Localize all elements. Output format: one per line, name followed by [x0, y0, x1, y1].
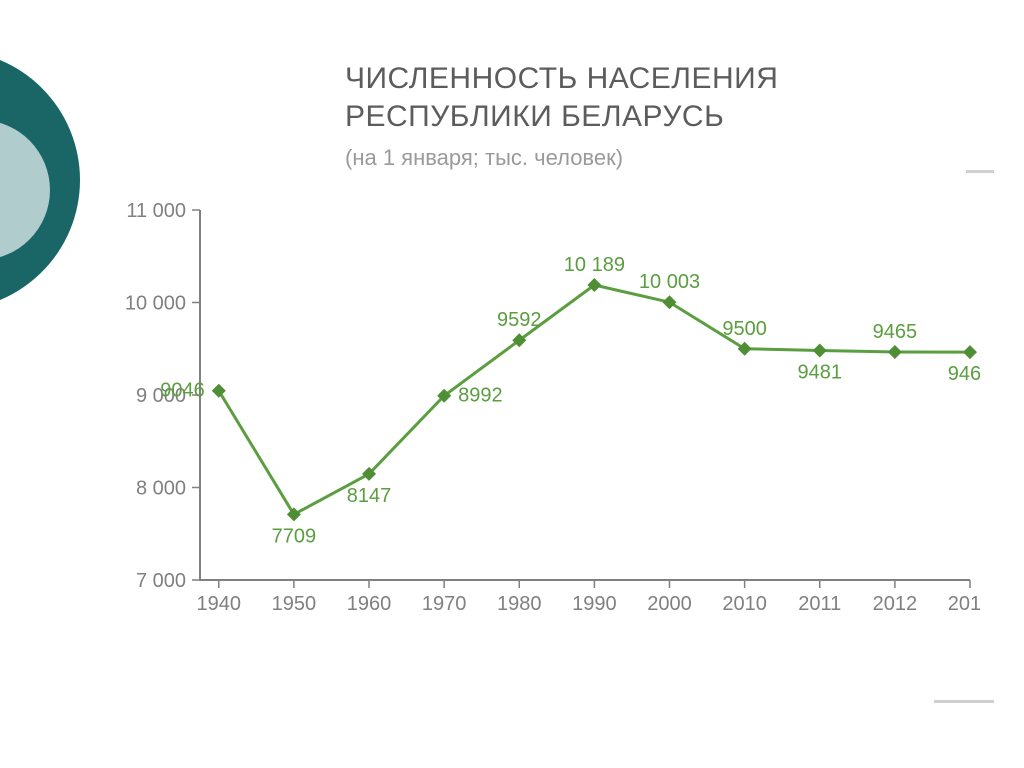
data-label: 7709: [272, 525, 317, 547]
decor-dash: [934, 700, 994, 703]
x-tick-label: 2012: [873, 593, 918, 615]
decor-dash: [966, 170, 994, 173]
data-label: 9500: [722, 318, 767, 340]
x-tick-label: 1990: [572, 593, 617, 615]
data-marker: [287, 507, 301, 521]
x-tick-label: 1970: [422, 593, 467, 615]
data-marker: [663, 295, 677, 309]
population-line-chart: 7 0008 0009 00010 00011 0001940195019601…: [120, 200, 980, 630]
x-tick-label: 2010: [722, 593, 767, 615]
x-tick-label: 2013: [948, 593, 980, 615]
y-tick-label: 7 000: [136, 570, 186, 592]
data-label: 10 003: [639, 271, 700, 293]
data-label: 9481: [798, 362, 843, 384]
data-label: 9465: [873, 321, 918, 343]
data-marker: [738, 342, 752, 356]
x-tick-label: 2000: [647, 593, 692, 615]
x-tick-label: 1960: [347, 593, 392, 615]
x-tick-label: 1980: [497, 593, 542, 615]
chart-subtitle: (на 1 января; тыс. человек): [345, 145, 623, 171]
data-label: 9046: [160, 380, 205, 402]
x-tick-label: 2011: [798, 593, 841, 615]
chart-title: ЧИСЛЕННОСТЬ НАСЕЛЕНИЯ РЕСПУБЛИКИ БЕЛАРУС…: [345, 60, 905, 135]
data-marker: [888, 345, 902, 359]
y-tick-label: 11 000: [126, 200, 186, 222]
series-line: [219, 285, 970, 514]
y-tick-label: 10 000: [125, 293, 186, 315]
y-tick-label: 8 000: [136, 478, 186, 500]
data-label: 9464: [948, 363, 980, 385]
data-label: 9592: [497, 309, 542, 331]
data-marker: [813, 344, 827, 358]
decorative-circle: [0, 50, 80, 310]
title-line-1: ЧИСЛЕННОСТЬ НАСЕЛЕНИЯ: [345, 62, 778, 95]
data-marker: [963, 345, 977, 359]
data-label: 10 189: [564, 254, 625, 276]
data-label: 8147: [347, 485, 392, 507]
data-marker: [212, 384, 226, 398]
data-label: 8992: [458, 385, 503, 407]
x-tick-label: 1940: [197, 593, 242, 615]
x-tick-label: 1950: [272, 593, 317, 615]
title-line-2: РЕСПУБЛИКИ БЕЛАРУСЬ: [345, 100, 724, 133]
